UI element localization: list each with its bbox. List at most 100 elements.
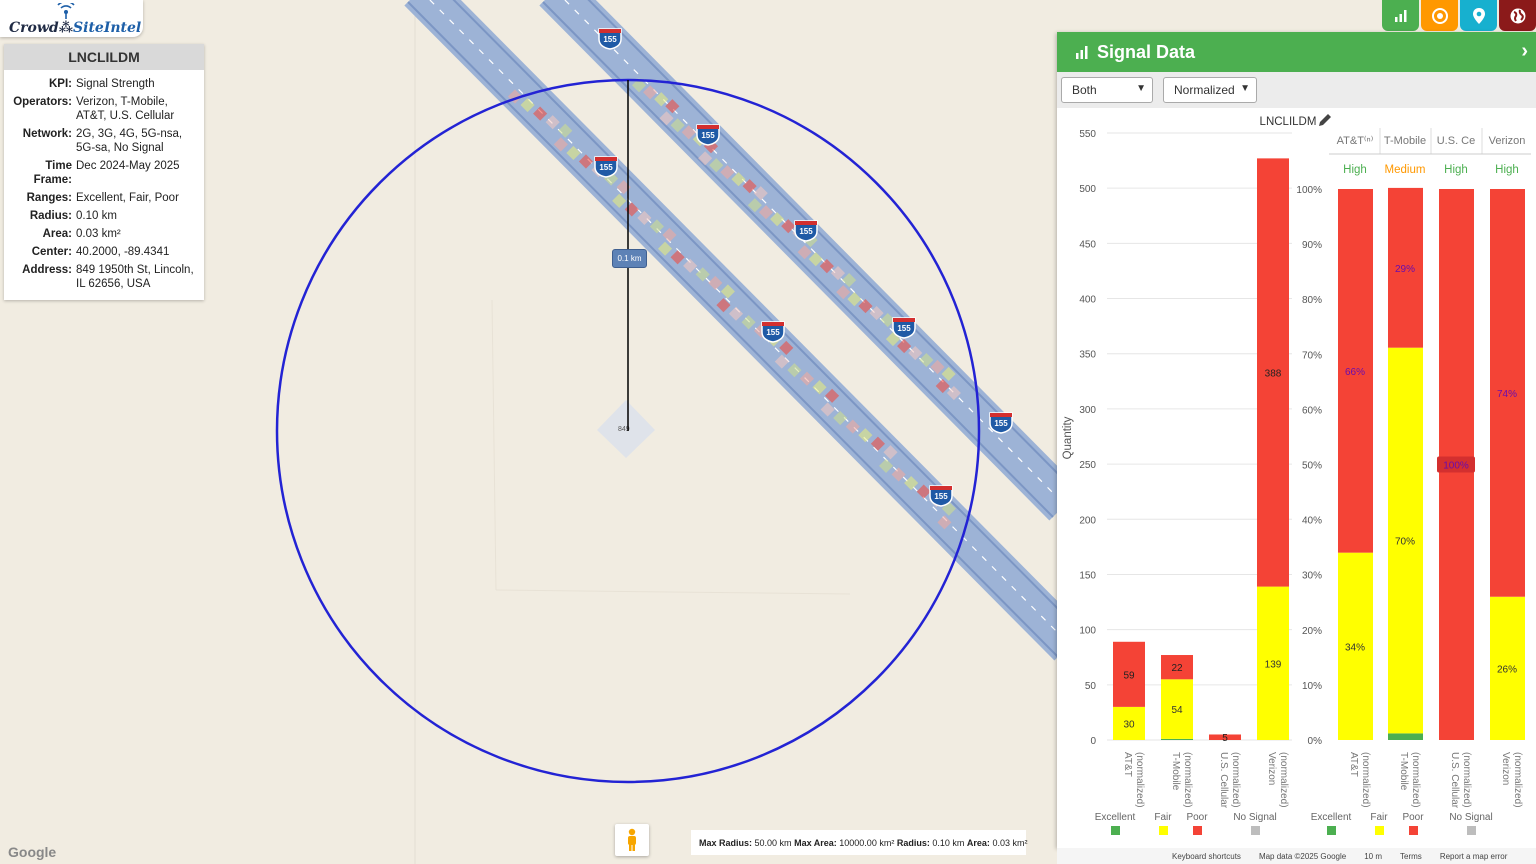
signal-sample	[836, 285, 851, 300]
data-label: 66%	[1345, 367, 1365, 378]
signal-sample	[637, 210, 652, 226]
signal-sample	[553, 137, 568, 152]
y-tick-label: 10%	[1302, 681, 1322, 692]
signal-sample	[643, 85, 658, 100]
bar-poor	[1113, 641, 1145, 707]
legend-swatch	[1159, 826, 1168, 835]
keyboard-shortcuts-link[interactable]: Keyboard shortcuts	[1172, 851, 1241, 861]
signal-sample	[858, 299, 873, 314]
scale-select-value: Normalized	[1174, 83, 1235, 97]
x-tick-label: Verizon	[1266, 752, 1277, 785]
signal-sample	[808, 252, 823, 267]
signal-sample	[657, 241, 673, 256]
app-logo[interactable]: Crowd⁂SiteIntel	[0, 0, 143, 37]
x-tick-label: AT&T	[1348, 752, 1359, 777]
mode-select[interactable]: Both ▼	[1061, 77, 1153, 103]
site-id-title: LNCLILDM	[4, 44, 204, 70]
highway-shield-label: 155	[603, 35, 617, 44]
y-tick-label: 350	[1079, 350, 1096, 361]
location-button[interactable]	[1460, 0, 1497, 31]
signal-sample	[819, 259, 834, 274]
legend-swatch	[1409, 826, 1418, 835]
site-field-row: Center: 40.2000, -89.4341	[4, 244, 196, 262]
legend-swatch	[1193, 826, 1202, 835]
legend-swatch	[1327, 826, 1336, 835]
chart-icon	[1394, 9, 1406, 22]
y-tick-label: 300	[1079, 405, 1096, 416]
site-field-row: Area: 0.03 km²	[4, 226, 196, 244]
y-tick-label: 50	[1085, 681, 1097, 692]
signal-sample	[716, 298, 731, 313]
terms-link[interactable]: Terms	[1400, 851, 1422, 861]
top-toolbar	[1382, 0, 1536, 31]
site-field-value: Dec 2024-May 2025	[76, 160, 180, 172]
collapse-panel-icon[interactable]: ›	[1521, 40, 1528, 62]
site-field-row: Radius: 0.10 km	[4, 208, 196, 226]
area-value: 0.03 km²	[992, 837, 1028, 848]
y-tick-label: 550	[1079, 129, 1096, 140]
signal-sample	[935, 378, 950, 394]
bar-fair	[1161, 679, 1193, 739]
signal-sample	[566, 145, 581, 161]
data-label: 29%	[1395, 264, 1415, 275]
y-tick-label: 250	[1079, 460, 1096, 471]
y-tick-label: 80%	[1302, 295, 1322, 306]
signal-sample	[741, 315, 756, 330]
report-map-error-link[interactable]: Report a map error	[1439, 851, 1508, 861]
y-tick-label: 0	[1090, 736, 1096, 747]
y-tick-label: 50%	[1302, 461, 1322, 472]
bar-fair	[1257, 586, 1289, 740]
signal-sample	[520, 97, 535, 113]
legend-swatch	[1467, 826, 1476, 835]
signal-data-panel: Signal Data › Both ▼ Normalized ▼ LNCLILDM…	[1057, 32, 1536, 848]
highway-shield-label: 155	[994, 419, 1008, 428]
bar-poor	[1338, 189, 1373, 553]
max-radius-key: Max Radius:	[699, 837, 753, 848]
data-label: 388	[1265, 368, 1282, 379]
signal-sample	[742, 179, 757, 194]
target-button[interactable]	[1421, 0, 1458, 31]
data-label: 74%	[1497, 389, 1517, 400]
y-tick-label: 0%	[1308, 736, 1323, 747]
signal-sample	[941, 366, 956, 382]
data-label: 34%	[1345, 642, 1365, 653]
chart-button[interactable]	[1382, 0, 1419, 31]
scale-select[interactable]: Normalized ▼	[1163, 77, 1257, 103]
signal-sample	[683, 258, 698, 273]
signal-sample	[908, 345, 923, 361]
globe-icon	[1510, 8, 1525, 23]
highway-shield-icon: 155	[929, 485, 953, 507]
data-label: 22	[1171, 663, 1183, 674]
site-field-key: Address:	[22, 264, 72, 276]
map-limits-bar: Max Radius: 50.00 km Max Area: 10000.00 …	[691, 830, 1028, 855]
x-tick-label: U.S. Cellular	[1449, 752, 1460, 809]
globe-button[interactable]	[1499, 0, 1536, 31]
street-view-pegman[interactable]	[615, 824, 649, 856]
bar-fair	[1490, 596, 1525, 740]
y-tick-label: 500	[1079, 184, 1096, 195]
signal-sample	[820, 402, 835, 417]
signal-sample	[709, 158, 724, 173]
signal-sample	[720, 165, 735, 180]
target-icon	[1431, 7, 1448, 24]
highway-shield-label: 155	[897, 324, 911, 333]
data-label: 139	[1265, 659, 1282, 670]
highway-shield-icon: 155	[594, 156, 618, 178]
antenna-icon	[57, 3, 75, 19]
signal-sample	[891, 467, 906, 482]
signal-sample	[779, 340, 794, 355]
site-field-key: Operators:	[13, 96, 72, 108]
brand-siteintel: SiteIntel	[73, 20, 142, 36]
site-field-key: Network:	[22, 128, 72, 140]
signal-sample	[869, 306, 884, 321]
signal-sample	[847, 292, 862, 307]
signal-sample	[533, 106, 548, 121]
y-tick-label: 200	[1079, 515, 1096, 526]
site-details: KPI: Signal Strength Operators: Verizon, T-…	[4, 76, 196, 294]
signal-sample	[747, 198, 762, 213]
bar-fair	[1338, 552, 1373, 740]
legend-swatch	[1375, 826, 1384, 835]
building-number: 849	[618, 426, 630, 433]
